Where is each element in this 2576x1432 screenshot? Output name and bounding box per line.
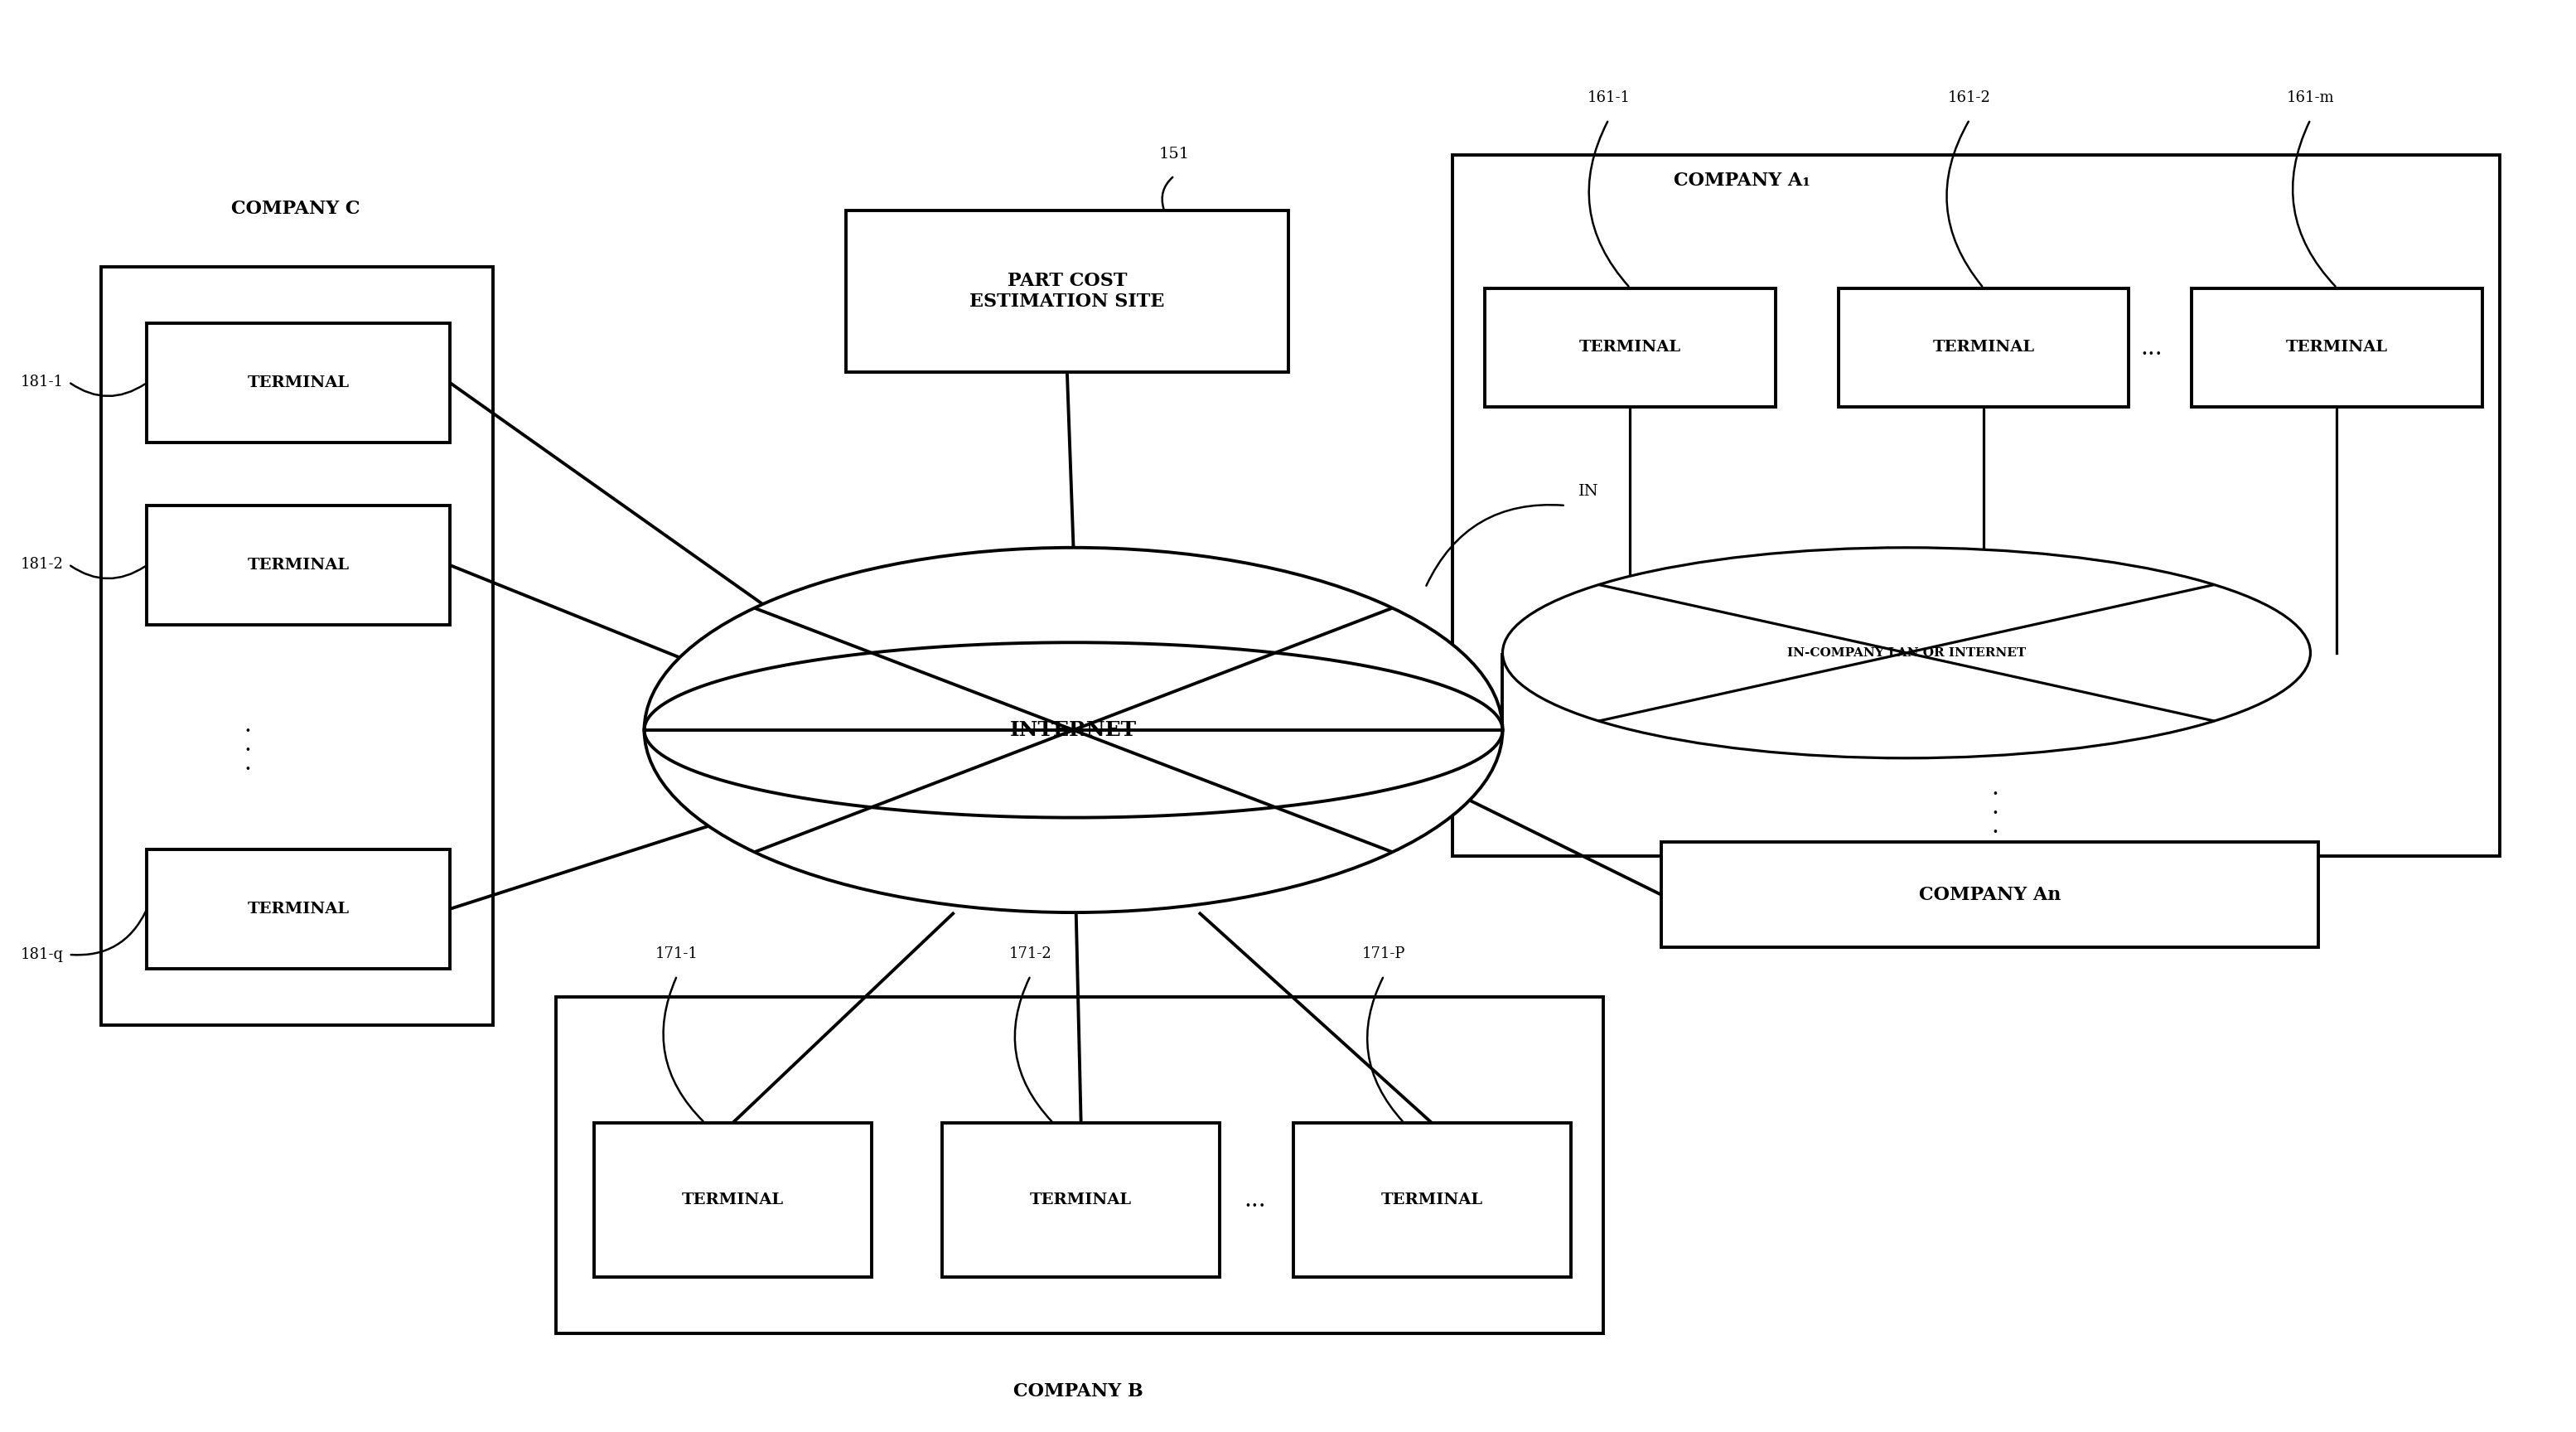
Bar	[100, 266, 492, 1025]
Text: 171-P: 171-P	[1363, 947, 1406, 962]
Bar	[147, 849, 451, 968]
Bar	[556, 997, 1602, 1333]
Text: COMPANY An: COMPANY An	[1919, 886, 2061, 904]
Text: TERMINAL: TERMINAL	[1932, 341, 2035, 355]
Text: 161-m: 161-m	[2287, 90, 2334, 106]
Text: COMPANY B: COMPANY B	[1012, 1383, 1144, 1400]
Text: TERMINAL: TERMINAL	[247, 375, 350, 390]
Bar	[1839, 288, 2128, 407]
Text: ·
·
·: · · ·	[1991, 785, 1999, 845]
Text: COMPANY A₁: COMPANY A₁	[1674, 172, 1811, 190]
Text: 181-2: 181-2	[21, 557, 64, 571]
Text: TERMINAL: TERMINAL	[247, 557, 350, 573]
Ellipse shape	[1502, 547, 2311, 758]
Text: PART COST
ESTIMATION SITE: PART COST ESTIMATION SITE	[969, 272, 1164, 311]
Text: TERMINAL: TERMINAL	[683, 1193, 783, 1207]
Text: TERMINAL: TERMINAL	[1381, 1193, 1484, 1207]
Bar	[2192, 288, 2483, 407]
Text: TERMINAL: TERMINAL	[247, 902, 350, 916]
Text: 171-2: 171-2	[1010, 947, 1051, 962]
Text: IN: IN	[1579, 484, 1600, 498]
Bar	[147, 324, 451, 442]
Text: INTERNET: INTERNET	[1010, 720, 1136, 740]
Bar	[147, 505, 451, 624]
Bar	[1293, 1123, 1571, 1277]
Text: 181-1: 181-1	[21, 375, 64, 390]
Ellipse shape	[644, 547, 1502, 912]
Text: ...: ...	[1244, 1189, 1267, 1211]
Text: 151: 151	[1159, 146, 1190, 162]
Text: ...: ...	[2141, 337, 2161, 359]
Text: 181-q: 181-q	[21, 947, 64, 962]
Bar	[592, 1123, 871, 1277]
Text: 171-1: 171-1	[654, 947, 698, 962]
Text: IN-COMPANY LAN OR INTERNET: IN-COMPANY LAN OR INTERNET	[1788, 647, 2025, 659]
Text: 161-1: 161-1	[1587, 90, 1631, 106]
Bar	[1453, 155, 2499, 856]
Bar	[1662, 842, 2318, 948]
Text: 161-2: 161-2	[1947, 90, 1991, 106]
Bar	[943, 1123, 1221, 1277]
Text: TERMINAL: TERMINAL	[1579, 341, 1682, 355]
Text: COMPANY C: COMPANY C	[232, 199, 361, 218]
Bar	[1484, 288, 1775, 407]
Text: ·
·
·: · · ·	[245, 720, 252, 782]
Bar	[845, 211, 1288, 372]
Text: TERMINAL: TERMINAL	[1030, 1193, 1131, 1207]
Text: TERMINAL: TERMINAL	[2285, 341, 2388, 355]
